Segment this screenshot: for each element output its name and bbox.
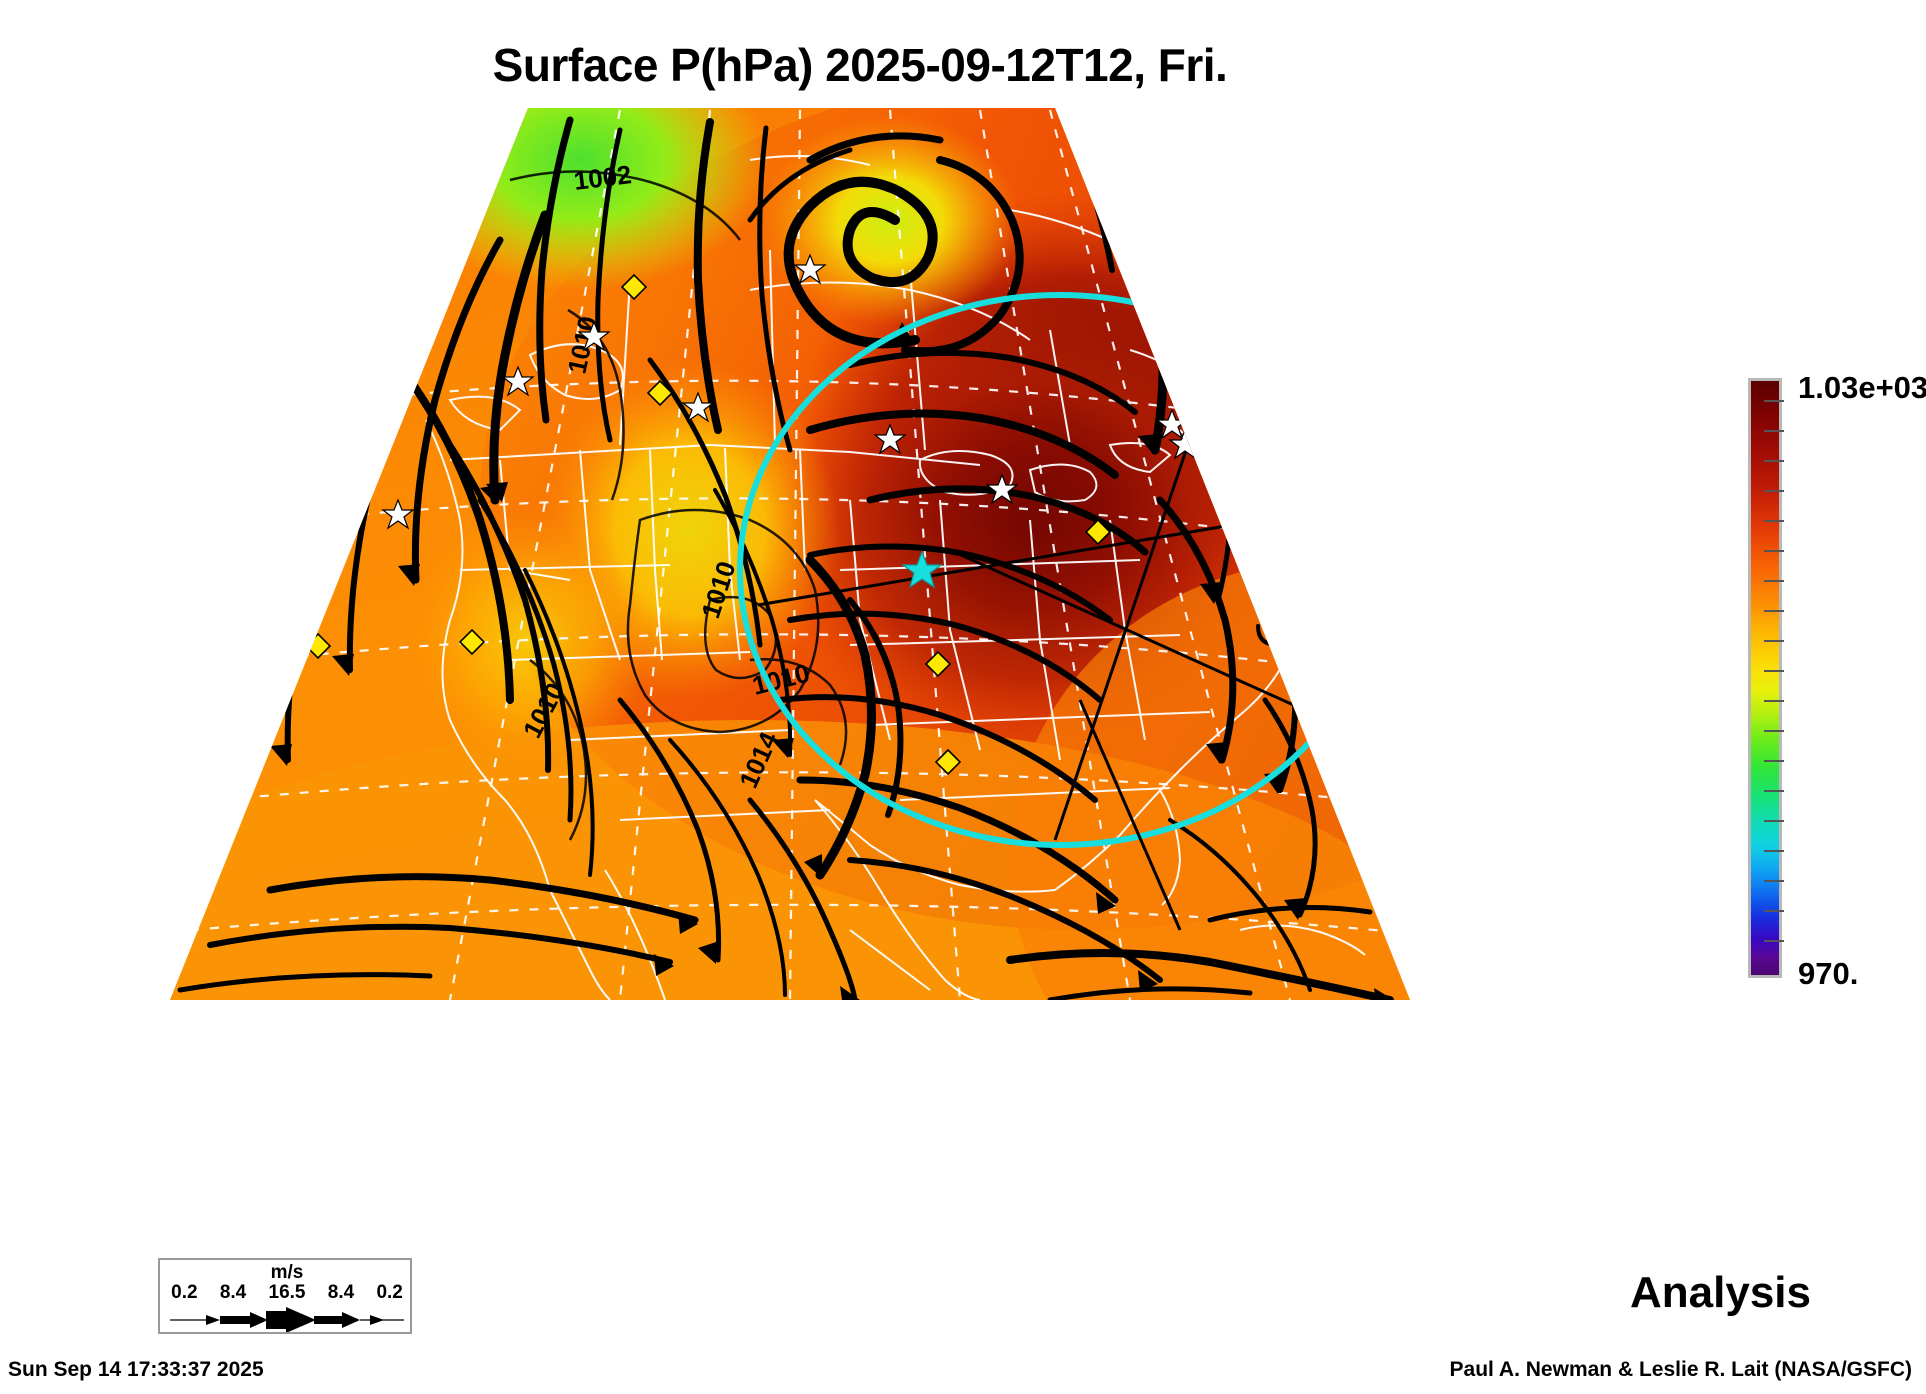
analysis-label: Analysis <box>1630 1268 1811 1317</box>
marker-diamond-yellow <box>304 273 1112 776</box>
colorbar-gradient <box>1748 378 1782 978</box>
station-markers <box>304 252 1204 776</box>
wind-value-2: 16.5 <box>268 1282 306 1303</box>
contour-label-1018: 1018 <box>1322 583 1365 646</box>
wind-value-4: 0.2 <box>376 1282 403 1303</box>
wind-value-1: 8.4 <box>219 1282 247 1303</box>
wind-legend-unit-label: m/s <box>270 1262 304 1283</box>
wind-legend-arrow-icons <box>170 1307 404 1332</box>
author-credit: Paul A. Newman & Leslie R. Lait (NASA/GS… <box>1449 1358 1912 1381</box>
colorbar-max-label: 1.03e+03 <box>1798 370 1926 405</box>
pressure-contours <box>509 170 1371 841</box>
wind-vector-legend: m/s 0.2 8.4 16.5 8.4 0.2 <box>158 1258 412 1334</box>
wind-value-3: 8.4 <box>327 1282 355 1303</box>
colorbar: 1.03e+03 970. <box>1742 370 1926 1000</box>
marker-star-cyan <box>901 550 943 589</box>
pressure-field: 1002 1010 1010 1010 1010 1014 1018 <box>170 108 1410 1000</box>
wind-legend-values: 0.2 8.4 16.5 8.4 0.2 <box>160 1282 414 1304</box>
marker-star-white <box>381 253 1202 530</box>
colorbar-min-label: 970. <box>1798 956 1859 991</box>
page-title: Surface P(hPa) 2025-09-12T12, Fri. <box>492 39 1228 91</box>
contour-label-1002: 1002 <box>572 159 633 196</box>
map-plot-area[interactable]: 1002 1010 1010 1010 1010 1014 1018 <box>150 100 1570 1000</box>
marker-star-open <box>1166 252 1204 288</box>
generation-timestamp: Sun Sep 14 17:33:37 2025 <box>8 1358 264 1381</box>
wind-value-0: 0.2 <box>171 1282 198 1303</box>
